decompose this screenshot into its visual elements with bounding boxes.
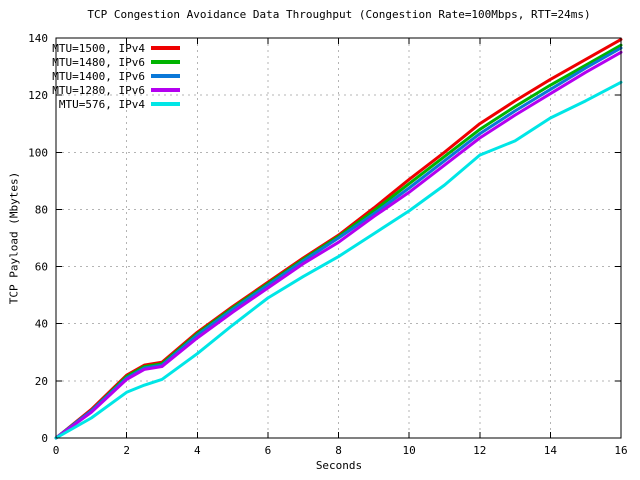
x-tick-label: 8 — [335, 444, 342, 457]
legend-label: MTU=1400, IPv6 — [52, 70, 145, 83]
y-tick-label: 20 — [35, 375, 48, 388]
y-tick-label: 40 — [35, 318, 48, 331]
legend-label: MTU=1280, IPv6 — [52, 84, 145, 97]
x-tick-label: 6 — [265, 444, 272, 457]
legend-label: MTU=1480, IPv6 — [52, 56, 145, 69]
x-tick-label: 12 — [473, 444, 486, 457]
legend-label: MTU=576, IPv4 — [59, 98, 145, 111]
series-line-4 — [54, 50, 623, 440]
legend-label: MTU=1500, IPv4 — [52, 42, 145, 55]
y-tick-label: 140 — [28, 32, 48, 45]
series-line-5 — [54, 80, 623, 440]
y-tick-label: 60 — [35, 261, 48, 274]
x-tick-label: 14 — [544, 444, 558, 457]
x-tick-label: 10 — [403, 444, 416, 457]
x-tick-label: 2 — [123, 444, 130, 457]
y-tick-label: 100 — [28, 146, 48, 159]
x-tick-label: 16 — [614, 444, 627, 457]
y-tick-label: 80 — [35, 203, 48, 216]
chart-title: TCP Congestion Avoidance Data Throughput… — [87, 8, 591, 21]
y-tick-label: 0 — [41, 432, 48, 445]
x-tick-label: 0 — [53, 444, 60, 457]
x-axis-label: Seconds — [315, 459, 363, 472]
x-tick-label: 4 — [194, 444, 201, 457]
y-tick-label: 120 — [28, 89, 48, 102]
